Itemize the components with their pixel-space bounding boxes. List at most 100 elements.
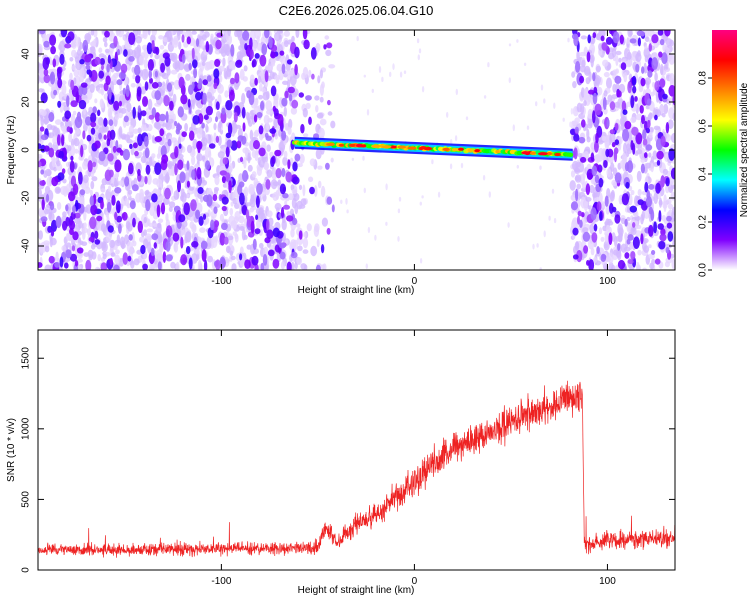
spectrogram-noise-blob (632, 236, 640, 249)
spectrogram-faint-speck (421, 86, 425, 93)
spectrogram-noise-speck (200, 39, 205, 49)
spectrogram-noise-speck (302, 107, 308, 118)
spectrogram-noise-blob (123, 49, 128, 57)
spectrogram-faint-speck (403, 70, 407, 74)
spectrogram-noise-blob (48, 112, 55, 122)
spectrogram-noise-blob (105, 75, 111, 86)
spectrogram-noise-speck (587, 205, 591, 210)
spectrogram-noise-blob (605, 36, 613, 45)
spectrogram-noise-speck (82, 118, 86, 125)
spectrogram-noise-blob (222, 157, 228, 165)
spectrogram-noise-speck (249, 186, 255, 194)
spectrogram-noise-blob (144, 147, 150, 159)
spectrogram-noise-blob (70, 155, 74, 161)
spectrogram-noise-speck (229, 250, 234, 257)
spectrogram-noise-speck (574, 117, 580, 124)
spectrogram-noise-blob (85, 259, 92, 270)
spectrogram-noise-blob (192, 59, 198, 69)
spectrogram-noise-speck (589, 184, 595, 194)
spectrogram-faint-speck (553, 102, 556, 109)
spectrogram-noise-blob (234, 72, 240, 84)
spectrogram-noise-blob (620, 62, 627, 71)
spectrogram-noise-blob (215, 101, 220, 111)
spectrogram-noise-blob (654, 258, 661, 265)
spectrogram-noise-speck (650, 91, 655, 97)
spectrogram-noise-speck (140, 86, 146, 95)
spectrogram-noise-blob (94, 239, 101, 245)
spectrogram-noise-speck (72, 110, 77, 116)
spectrogram-noise-speck (321, 217, 328, 227)
spectrogram-faint-speck (553, 218, 557, 224)
spectrogram-noise-blob (286, 215, 294, 222)
spectrogram-noise-blob (188, 257, 193, 270)
spectrogram-faint-speck (487, 62, 490, 68)
spectrogram-noise-blob (51, 219, 58, 232)
spectrogram-noise-speck (667, 203, 674, 210)
spectrogram-noise-blob (609, 101, 616, 111)
spectrogram-noise-speck (256, 219, 261, 229)
signal-band-peak (495, 150, 500, 154)
spectrogram-noise-blob (195, 209, 201, 220)
spectrogram-faint-speck (362, 155, 365, 161)
spectrogram-noise-speck (282, 80, 289, 86)
spectrogram-noise-blob (573, 133, 580, 142)
spectrogram-noise-blob (239, 192, 245, 206)
spectrogram-noise-speck (266, 109, 273, 115)
spectrogram-noise-blob (279, 50, 285, 56)
spectrogram-noise-blob (622, 109, 628, 115)
spectrogram-noise-speck (295, 223, 301, 228)
spectrogram-noise-blob (113, 35, 118, 48)
spectrogram-noise-speck (132, 128, 139, 134)
spectrogram-noise-blob (593, 223, 598, 232)
spectrogram-noise-blob (666, 222, 673, 229)
spectrogram-faint-speck (543, 230, 546, 238)
spectrogram-noise-blob (651, 34, 659, 44)
spectrogram-noise-speck (169, 54, 176, 61)
spectrogram-noise-blob (665, 122, 670, 134)
spectrogram-noise-blob (326, 227, 331, 235)
spectrogram-noise-blob (45, 193, 50, 203)
spectrogram-faint-speck (535, 101, 538, 107)
spectrogram-faint-speck (345, 198, 348, 205)
spectrogram-noise-speck (266, 144, 271, 152)
spectrogram-noise-speck (137, 127, 142, 134)
spectrogram-noise-blob (627, 234, 634, 241)
spectrogram-noise-blob (613, 149, 618, 163)
snr-y-ticks: 0 500 1000 1500 (21, 347, 675, 573)
spectrogram-noise-speck (44, 264, 52, 270)
signal-band-peak (338, 143, 345, 147)
spectrogram-noise-blob (280, 207, 285, 219)
spectrogram-noise-speck (162, 123, 168, 128)
spectrogram-noise-blob (219, 170, 228, 176)
spectrogram-noise-blob (90, 121, 97, 128)
spectrogram-noise-speck (109, 239, 115, 249)
spectrogram-noise-speck (124, 234, 130, 245)
spectrogram-noise-blob (49, 71, 56, 85)
spectrogram-noise-speck (58, 40, 66, 53)
spectrogram-noise-blob (639, 31, 646, 37)
spectrogram-noise-speck (284, 200, 288, 207)
spectrogram-noise-speck (230, 61, 235, 69)
spectrogram-noise-speck (97, 254, 101, 262)
spectrogram-noise-blob (67, 31, 75, 41)
spectrogram-noise-speck (278, 128, 282, 137)
spectrogram-noise-speck (249, 129, 254, 141)
spectrogram-noise-blob (148, 69, 152, 80)
spectrogram-noise-speck (55, 251, 59, 262)
spectrogram-noise-blob (107, 54, 111, 64)
spectrogram-noise-speck (207, 255, 214, 263)
spectrogram-noise-speck (626, 51, 632, 60)
spectrogram-noise-speck (156, 153, 161, 160)
spectrogram-faint-speck (378, 66, 382, 73)
snr-marks (38, 380, 675, 558)
spectrogram-noise-blob (118, 71, 126, 80)
spectrogram-noise-speck (310, 245, 318, 257)
spectrogram-noise-blob (659, 233, 667, 242)
spectrogram-noise-speck (277, 179, 282, 186)
signal-band-peak (361, 144, 367, 148)
spectrogram-noise-speck (115, 30, 120, 37)
spectrogram-noise-speck (226, 108, 233, 119)
spectrogram-noise-speck (166, 30, 172, 42)
spectrogram-noise-speck (43, 208, 50, 215)
spectrogram-noise-blob (315, 264, 321, 270)
